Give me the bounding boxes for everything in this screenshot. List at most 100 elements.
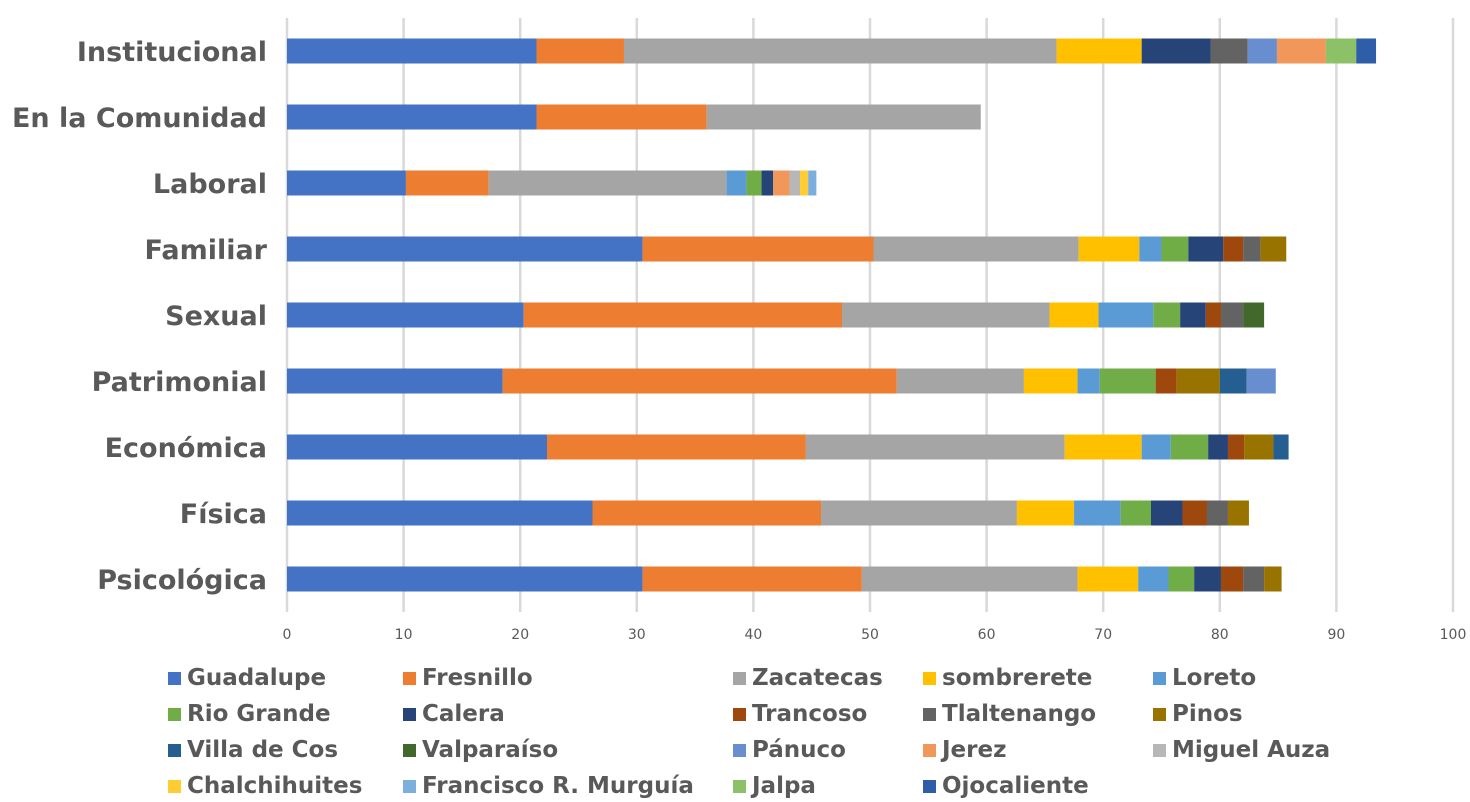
legend-item: sombrerete <box>923 664 1092 692</box>
bar-segment <box>1206 500 1228 526</box>
x-tick-label: 80 <box>1211 627 1229 643</box>
category-label: Económica <box>105 433 267 464</box>
bar-segment <box>1246 368 1276 394</box>
x-tick-label: 100 <box>1440 627 1467 643</box>
bar-segment <box>1208 434 1228 460</box>
bar-segment <box>1180 302 1206 328</box>
category-label: Laboral <box>153 169 267 200</box>
bar-segment <box>642 566 862 592</box>
bar-segment <box>1064 434 1142 460</box>
legend-swatch <box>1153 707 1166 721</box>
bar-segment <box>1220 566 1244 592</box>
legend-swatch <box>168 779 181 793</box>
bar-segment <box>1120 500 1152 526</box>
bar-segment <box>1247 38 1277 64</box>
bar-segment <box>1170 434 1209 460</box>
legend-swatch <box>403 779 416 793</box>
legend-swatch <box>1153 671 1166 685</box>
bar-segment <box>502 368 897 394</box>
bar-segment <box>1023 368 1078 394</box>
bar-segment <box>1188 236 1224 262</box>
legend-label: Jalpa <box>752 773 816 799</box>
legend-swatch <box>733 707 746 721</box>
bar-segment <box>800 170 809 196</box>
bar-segment <box>1227 434 1245 460</box>
legend-swatch <box>733 779 746 793</box>
legend-item: Fresnillo <box>403 664 533 692</box>
bar-segment <box>547 434 806 460</box>
bar-segment <box>1260 236 1287 262</box>
legend-item: Zacatecas <box>733 664 883 692</box>
bar-segment <box>1182 500 1207 526</box>
legend-item: Jerez <box>923 736 1007 764</box>
legend-label: Rio Grande <box>187 701 331 727</box>
x-tick-label: 40 <box>744 627 762 643</box>
bar-segment <box>861 566 1078 592</box>
legend-item: Francisco R. Murguía <box>403 772 694 800</box>
bar-segment <box>1243 566 1265 592</box>
legend-label: Zacatecas <box>752 665 883 691</box>
category-label: Sexual <box>165 301 267 332</box>
legend-item: Trancoso <box>733 700 867 728</box>
bar-segment <box>1074 500 1121 526</box>
bar-segment <box>706 104 981 130</box>
bar-segment <box>1243 302 1265 328</box>
legend-item: Pánuco <box>733 736 846 764</box>
bar-segment <box>1056 38 1142 64</box>
legend-swatch <box>168 671 181 685</box>
bar-segment <box>287 236 643 262</box>
legend-label: Pánuco <box>752 737 846 763</box>
bar-segment <box>873 236 1079 262</box>
legend-swatch <box>733 743 746 757</box>
x-tick-label: 20 <box>511 627 529 643</box>
legend-label: Trancoso <box>752 701 868 727</box>
bar-segment <box>896 368 1024 394</box>
bar-segment <box>1077 566 1139 592</box>
legend-label: Valparaíso <box>422 737 559 763</box>
x-tick-label: 30 <box>628 627 646 643</box>
bar-segment <box>1219 368 1247 394</box>
legend-item: Chalchihuites <box>168 772 362 800</box>
bar-segment <box>746 170 762 196</box>
bar-segment <box>1138 566 1169 592</box>
bar-segment <box>1325 38 1357 64</box>
bar-segment <box>1168 566 1195 592</box>
category-label: Institucional <box>77 37 267 68</box>
bar-segment <box>1220 302 1244 328</box>
x-tick-label: 10 <box>395 627 413 643</box>
bar-segment <box>488 170 727 196</box>
legend-item: Valparaíso <box>403 736 558 764</box>
legend-item: Rio Grande <box>168 700 331 728</box>
bar-segment <box>287 302 524 328</box>
category-label: Familiar <box>144 235 267 266</box>
bar-segment <box>1016 500 1075 526</box>
legend-item: Ojocaliente <box>923 772 1089 800</box>
bar-segment <box>1141 38 1211 64</box>
legend-label: Guadalupe <box>187 665 327 691</box>
bar-segment <box>523 302 843 328</box>
bar-segment <box>1227 500 1249 526</box>
bar-segment <box>592 500 822 526</box>
bar-segment <box>773 170 790 196</box>
legend-label: Tlaltenango <box>942 701 1097 727</box>
bar-segment <box>1356 38 1377 64</box>
category-label: Psicológica <box>97 565 267 596</box>
bar-segment <box>1244 434 1274 460</box>
bar-segment <box>726 170 747 196</box>
category-label: Física <box>180 499 267 530</box>
legend-label: Fresnillo <box>422 665 533 691</box>
bar-segment <box>1155 368 1177 394</box>
bar-segment <box>821 500 1017 526</box>
x-tick-label: 90 <box>1327 627 1345 643</box>
bar-segment <box>789 170 801 196</box>
legend-label: Jerez <box>942 737 1007 763</box>
bar-segment <box>1194 566 1221 592</box>
bar-segment <box>623 38 1057 64</box>
x-tick-label: 50 <box>861 627 879 643</box>
bar-segment <box>642 236 874 262</box>
legend-item: Tlaltenango <box>923 700 1096 728</box>
bar-segment <box>287 434 548 460</box>
bar-segment <box>1273 434 1289 460</box>
x-tick-label: 70 <box>1094 627 1112 643</box>
bar-segment <box>1049 302 1099 328</box>
